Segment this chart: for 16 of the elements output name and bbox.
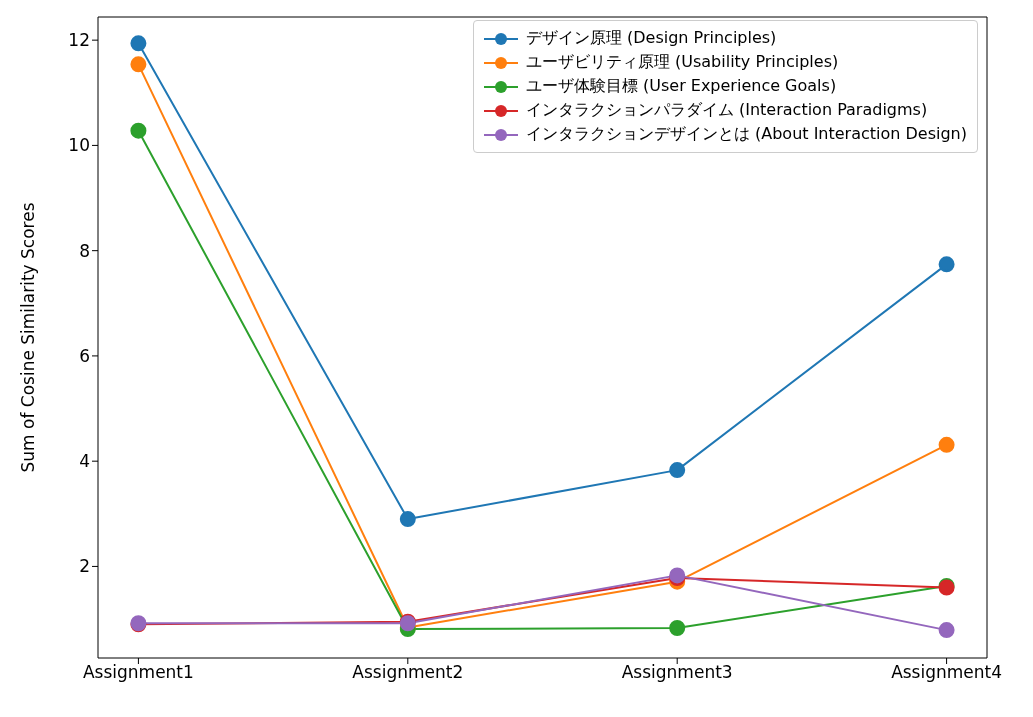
legend-label: デザイン原理 (Design Principles) [525, 28, 777, 49]
x-tick-label: Assignment2 [352, 662, 464, 683]
x-tick-label: Assignment1 [82, 662, 194, 683]
legend-label: ユーザビリティ原理 (Usability Principles) [525, 52, 839, 73]
y-tick-label: 6 [79, 345, 90, 366]
legend-label: インタラクションデザインとは (About Interaction Design) [525, 124, 967, 145]
x-tick-label: Assignment3 [621, 662, 733, 683]
y-tick-label: 10 [68, 135, 90, 156]
legend-label: インタラクションパラダイム (Interaction Paradigms) [525, 100, 928, 121]
y-tick-label: 8 [79, 240, 90, 261]
y-tick-label: 2 [79, 556, 90, 577]
legend-label: ユーザ体験目標 (User Experience Goals) [525, 76, 837, 97]
y-tick-label: 12 [68, 30, 90, 51]
y-axis-title: Sum of Cosine Similarity Scores [18, 202, 39, 473]
y-tick-label: 4 [79, 451, 90, 472]
x-tick-label: Assignment4 [891, 662, 1003, 683]
